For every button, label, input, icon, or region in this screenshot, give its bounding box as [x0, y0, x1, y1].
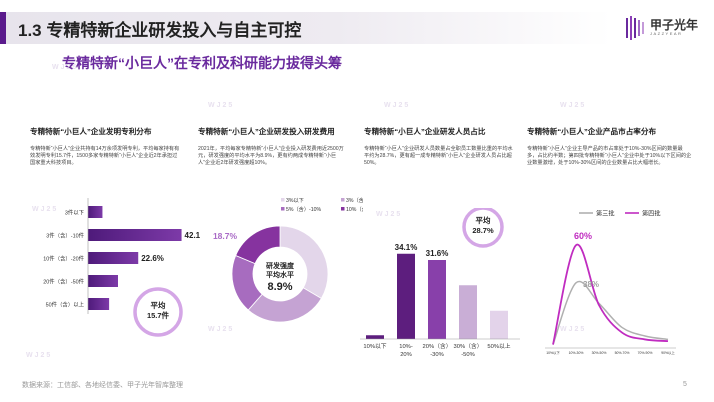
series-line-1 — [552, 244, 669, 345]
watermark: WJ25 — [208, 102, 235, 109]
donut-slice-3 — [235, 225, 281, 265]
legend-swatch — [281, 207, 285, 211]
header-accent — [0, 12, 6, 44]
data-label: 42.1% — [185, 231, 200, 240]
center-label: 研发强度 — [266, 261, 295, 270]
tick-label: 50%以上 — [487, 342, 510, 350]
panel-desc-market-share: 专精特新“小巨人”企业主导产品的市占率处于10%-30%区间的数量最多，占比约半… — [527, 146, 692, 167]
panel-title-rd-staff: 专精特新“小巨人”企业研发人员占比 — [364, 127, 486, 136]
watermark: WJ25 — [560, 102, 587, 109]
header-bar — [0, 12, 612, 44]
rd-staff-ratio-chart: 平均 28.7% 10%以下 34.1% 10%- 20% 31.6% 20%（含） -30% 3… — [360, 208, 520, 358]
tick-label: 70%-90% — [638, 351, 653, 355]
data-label: 18.7% — [213, 231, 238, 241]
panel-title-market-share: 专精特新“小巨人”企业产品市占率分布 — [527, 127, 657, 136]
bar-4 — [490, 310, 508, 339]
category-label: 20件（含）-50件 — [43, 278, 84, 286]
legend-label: 5%（含）-10% — [286, 205, 322, 213]
bar-3 — [88, 275, 118, 287]
rd-intensity-donut-chart: 3%以下 3%（含）-5% 5%（含）-10% 10%（含）以上 18.7% 研发强度平均… — [213, 196, 363, 323]
bar-2 — [88, 252, 139, 264]
watermark: WJ25 — [52, 64, 79, 71]
bar-1 — [397, 253, 415, 339]
tick-label: 50%-70% — [615, 351, 630, 355]
bar-3 — [459, 285, 477, 339]
tick-label: -30% — [430, 352, 444, 358]
page-subtitle: 专精特新“小巨人”在专利及科研能力拔得头筹 — [62, 55, 342, 71]
data-label: 22.6% — [141, 254, 164, 263]
watermark: WJ25 — [376, 211, 403, 218]
patent-distribution-chart: 3件以下 3件（含）-10件 42.1% 10件（含）-20件 22.6% 20件（含）-… — [43, 198, 200, 337]
logo-text: 甲子光年 — [650, 18, 699, 32]
tick-label: 20% — [400, 352, 412, 358]
tick-label: -50% — [461, 352, 475, 358]
tick-label: 10%以下 — [363, 343, 386, 350]
logo-icon — [626, 16, 644, 40]
bar-1 — [88, 229, 182, 241]
tick-label: 10%-30% — [569, 351, 584, 355]
page-number: 5 — [683, 381, 687, 388]
page-title: 1.3 专精特新企业研发投入与自主可控 — [18, 21, 302, 40]
panel-title-rd-spending: 专精特新“小巨人”企业研发投入研发费用 — [198, 127, 335, 136]
legend-swatch — [341, 198, 345, 202]
average-label: 平均 15.7件 — [147, 300, 170, 320]
market-share-line-chart: 第三批 第四批 38% 60% 10%以下 10%-30% 30%-50% 50%-70% 70… — [545, 210, 676, 355]
logo-subtext: JAZZYEAR — [650, 31, 683, 36]
tick-label: 30%（含） — [454, 342, 483, 350]
legend-label: 3%（含）-5% — [346, 196, 363, 204]
watermark: WJ25 — [26, 352, 53, 359]
category-label: 3件（含）-10件 — [46, 232, 84, 240]
center-value: 8.9% — [267, 281, 292, 293]
category-label: 3件以下 — [65, 209, 85, 217]
panel-desc-patents: 专精特新“小巨人”企业共持有14万余项发明专利，平均每家持有有效发明专利15.7… — [30, 146, 180, 167]
legend-swatch — [341, 207, 345, 211]
tick-label: 10%以下 — [546, 351, 560, 355]
tick-label: 10%- — [399, 344, 413, 350]
bar-2 — [428, 260, 446, 339]
average-label: 平均 28.7% — [472, 215, 494, 235]
panel-title-patents: 专精特新“小巨人”企业发明专利分布 — [30, 127, 152, 136]
bar-4 — [88, 298, 110, 310]
data-label: 60% — [574, 231, 592, 241]
data-label: 38% — [583, 280, 599, 289]
watermark: WJ25 — [32, 206, 59, 213]
bar-0 — [366, 335, 384, 339]
footer-source: 数据来源：工信部、各地经信委、甲子光年智库整理 — [22, 382, 183, 389]
category-label: 10件（含）-20件 — [43, 255, 84, 263]
watermark: WJ25 — [384, 102, 411, 109]
legend-label: 10%（含）以上 — [346, 205, 363, 213]
legend-label: 第四批 — [642, 210, 661, 218]
bar-0 — [88, 206, 103, 218]
category-label: 50件（含）以上 — [46, 301, 85, 309]
series-line-0 — [552, 280, 669, 345]
legend-label: 第三批 — [596, 210, 615, 218]
panel-desc-rd-staff: 专精特新“小巨人”企业研发人员数量占全职员工数量比重的平均水平约为28.7%，更… — [364, 146, 513, 167]
tick-label: 30%-50% — [592, 351, 607, 355]
data-label: 31.6% — [426, 249, 449, 258]
center-label: 平均水平 — [266, 270, 294, 279]
panel-desc-rd-spending: 2021年，平均每家专精特新“小巨人”企业投入研发费用近2500万元，研发强度的… — [198, 146, 344, 167]
data-label: 34.1% — [395, 243, 418, 252]
average-bubble — [462, 208, 504, 248]
tick-label: 20%（含） — [423, 342, 452, 350]
tick-label: 90%以上 — [661, 350, 675, 355]
legend-label: 3%以下 — [286, 197, 304, 204]
average-bubble — [133, 287, 183, 337]
watermark: WJ25 — [560, 326, 587, 333]
watermark: WJ25 — [208, 326, 235, 333]
legend-swatch — [281, 198, 285, 202]
